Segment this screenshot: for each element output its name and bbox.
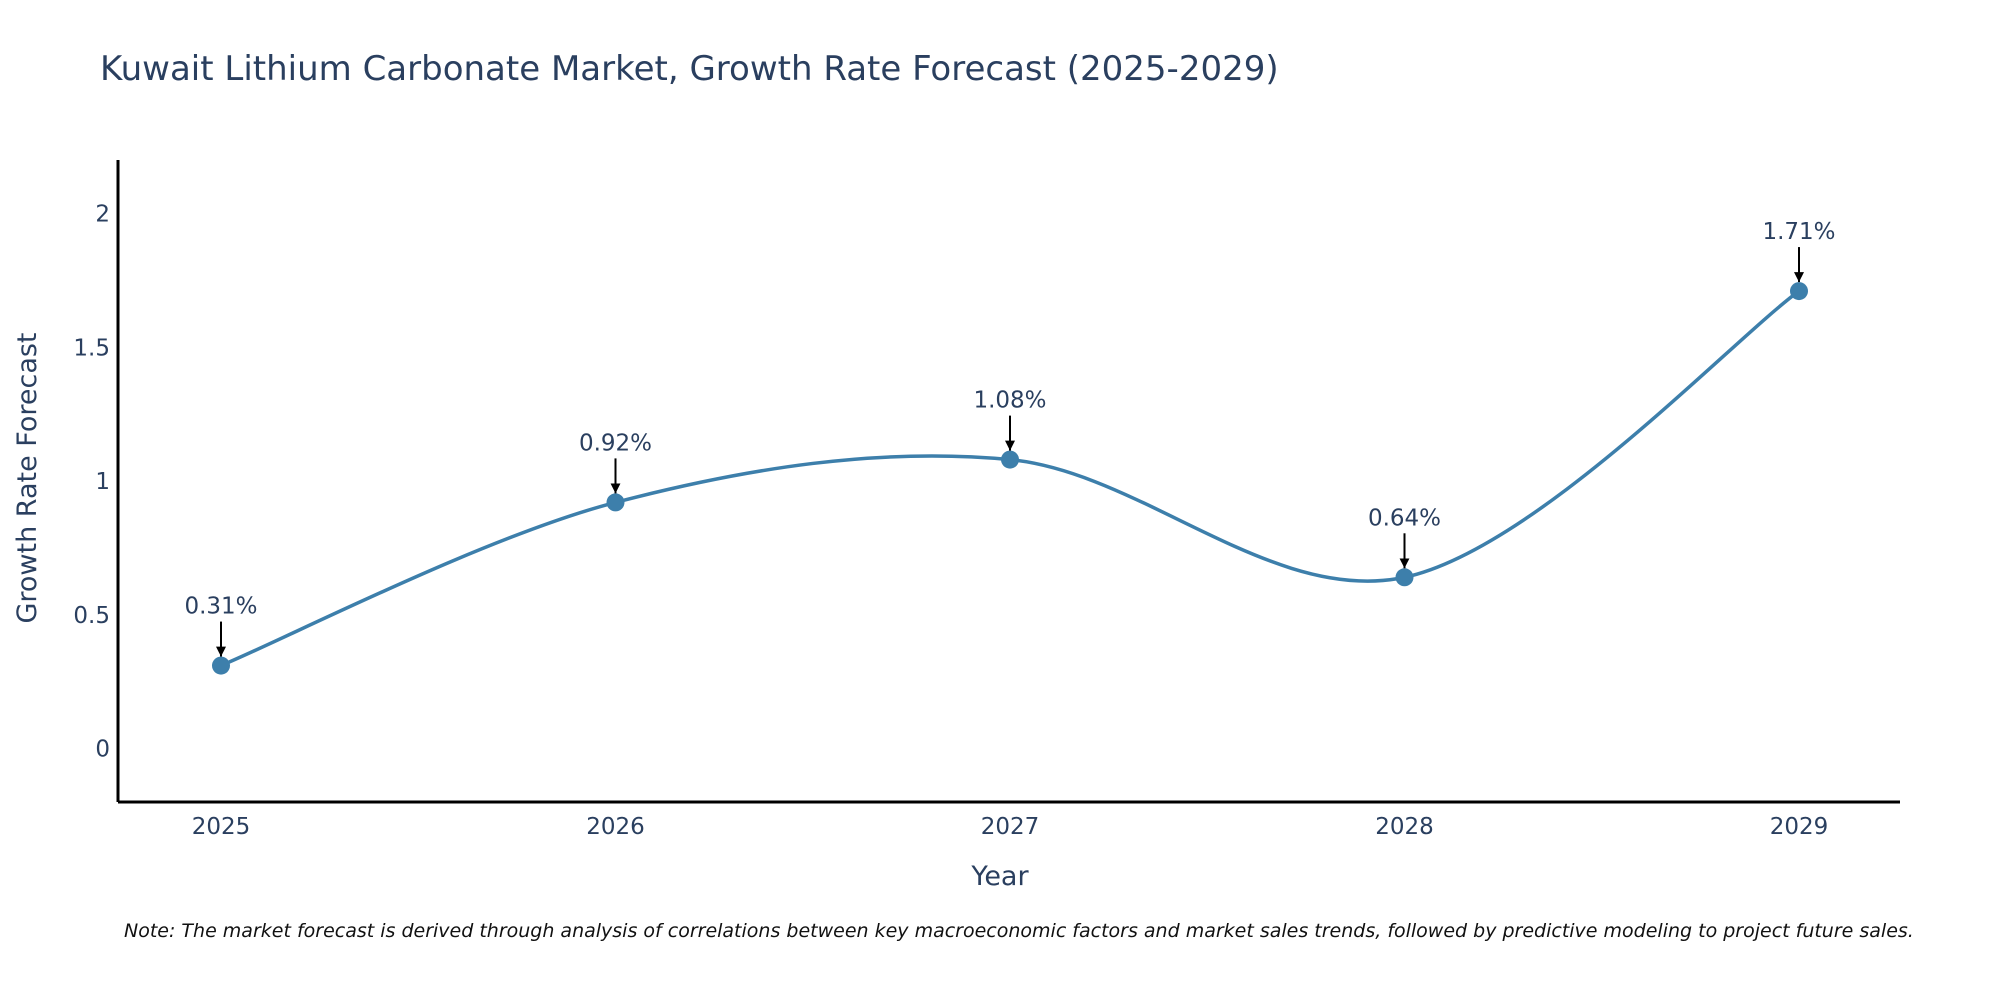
y-tick-label: 0 (95, 737, 110, 763)
x-tick-label: 2027 (981, 814, 1040, 840)
data-point (606, 493, 625, 512)
x-tick-label: 2029 (1770, 814, 1829, 840)
y-tick-label: 1.5 (73, 335, 110, 361)
y-tick-label: 2 (95, 202, 110, 228)
x-tick-label: 2025 (192, 814, 251, 840)
y-tick-label: 0.5 (73, 603, 110, 629)
x-tick-label: 2026 (586, 814, 645, 840)
data-label: 0.31% (184, 594, 257, 620)
data-point (1001, 450, 1019, 469)
x-tick-label: 2028 (1375, 814, 1434, 840)
data-label: 1.71% (1762, 219, 1835, 245)
x-axis-title: Year (970, 861, 1029, 892)
data-point (1790, 282, 1808, 301)
series-line (220, 289, 1801, 668)
data-label: 0.92% (579, 430, 652, 456)
data-label: 0.64% (1368, 505, 1441, 531)
chart-title: Kuwait Lithium Carbonate Market, Growth … (100, 49, 1279, 89)
data-point (1395, 568, 1414, 587)
data-point (212, 656, 230, 675)
y-tick-label: 1 (95, 469, 110, 495)
footnote: Note: The market forecast is derived thr… (124, 920, 1914, 942)
data-label: 1.08% (973, 388, 1046, 414)
y-axis-title: Growth Rate Forecast (12, 332, 43, 623)
